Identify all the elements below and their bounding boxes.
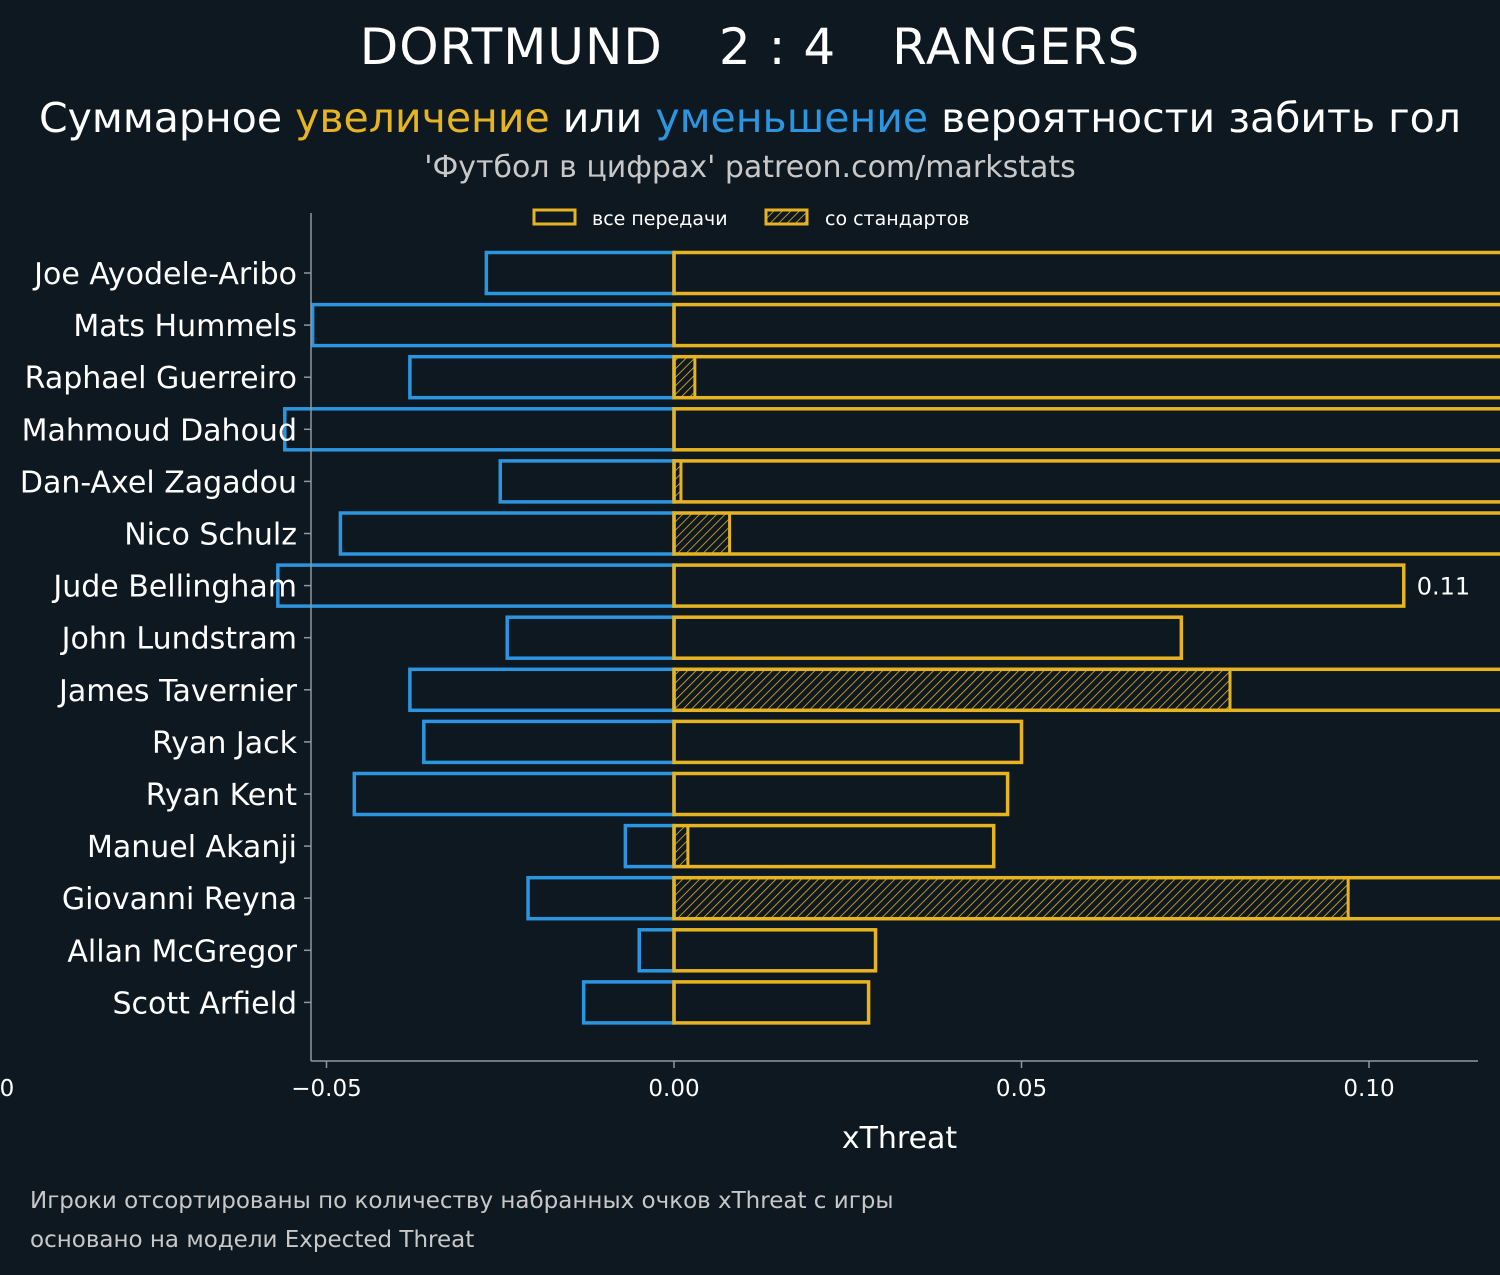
legend-all-passes-swatch — [532, 208, 577, 226]
y-tick-label: Ryan Jack — [152, 726, 298, 761]
chart-subtitle: Суммарное увеличение или уменьшение веро… — [0, 94, 1500, 142]
decrease-bar — [408, 354, 676, 400]
set-piece-bar — [672, 876, 1350, 921]
increase-bar — [672, 407, 1500, 452]
increase-bar — [672, 302, 1500, 348]
increase-bar — [672, 667, 1500, 713]
increase-bar — [672, 615, 1184, 660]
subtitle-part1: Суммарное — [39, 94, 296, 142]
chart-title: DORTMUND 2 : 4 RANGERS — [0, 18, 1500, 76]
decrease-bar — [498, 459, 676, 504]
y-tick-label: Scott Arfield — [112, 986, 297, 1021]
increase-bar — [672, 459, 1500, 504]
match-score: 2 : 4 — [718, 18, 837, 76]
subtitle-increase-word: увеличение — [295, 94, 550, 142]
subtitle-part2: или — [549, 94, 656, 142]
y-tick-label: Mats Hummels — [73, 309, 297, 344]
x-tick-label: 0.10 — [1343, 1076, 1394, 1102]
decrease-bar — [623, 823, 676, 869]
decrease-bar — [338, 511, 676, 556]
y-tick-label: Dan-Axel Zagadou — [20, 465, 297, 500]
y-tick-label: Manuel Akanji — [87, 830, 297, 865]
decrease-bar — [505, 615, 676, 660]
increase-bar — [672, 823, 996, 869]
y-tick-label: Nico Schulz — [124, 518, 297, 553]
legend-all-passes-label: все передачи — [592, 208, 728, 230]
y-tick-label: Allan McGregor — [67, 934, 297, 969]
away-team-name: RANGERS — [892, 18, 1141, 76]
increase-bar — [672, 563, 1406, 608]
set-piece-bar — [672, 355, 697, 400]
set-piece-bar — [672, 667, 1232, 712]
increase-bar — [672, 875, 1500, 921]
y-tick-label: Giovanni Reyna — [62, 882, 297, 917]
increase-bar — [672, 928, 878, 973]
increase-bar — [672, 719, 1024, 765]
decrease-bar — [484, 250, 676, 296]
y-tick-label: Raphael Guerreiro — [25, 361, 297, 396]
set-piece-bar — [672, 511, 732, 556]
footnote-sorting: Игроки отсортированы по количеству набра… — [30, 1188, 894, 1214]
decrease-bar — [310, 302, 676, 348]
increase-bar — [672, 250, 1500, 296]
increase-bar — [672, 354, 1500, 400]
decrease-bar — [526, 875, 676, 921]
x-tick-label: 0.05 — [996, 1076, 1047, 1102]
decrease-bar — [422, 719, 676, 765]
increase-bar — [672, 511, 1500, 556]
subtitle-part3: вероятности забить гол — [928, 94, 1461, 142]
y-tick-label: James Tavernier — [57, 674, 298, 709]
legend-set-pieces-label: со стандартов — [825, 208, 969, 230]
y-tick-label: Mahmoud Dahoud — [22, 413, 297, 448]
byline: 'Футбол в цифрах' patreon.com/markstats — [424, 150, 1076, 185]
home-team-name: DORTMUND — [359, 18, 663, 76]
y-tick-label: Jude Bellingham — [51, 570, 297, 605]
decrease-bar — [581, 980, 676, 1025]
set-piece-bar — [672, 824, 690, 869]
subtitle-decrease-word: уменьшение — [655, 94, 929, 142]
y-tick-label: Ryan Kent — [146, 778, 298, 813]
decrease-bar — [283, 407, 676, 452]
x-tick-label: −0.05 — [291, 1076, 361, 1102]
decrease-bar — [637, 928, 676, 973]
legend-set-pieces-swatch — [764, 208, 809, 226]
decrease-bar — [276, 563, 676, 608]
increase-bar — [672, 980, 871, 1025]
decrease-bar — [352, 771, 676, 817]
increase-bar — [672, 771, 1010, 817]
decrease-bar — [408, 667, 676, 713]
y-tick-label: Joe Ayodele-Aribo — [32, 257, 297, 292]
footnote-model: основано на модели Expected Threat — [30, 1227, 475, 1253]
value-label: 0.11 — [1417, 573, 1470, 601]
y-tick-label: John Lundstram — [60, 622, 297, 657]
x-tick-label: 0.00 — [648, 1076, 699, 1102]
x-axis-label: xThreat — [842, 1121, 958, 1156]
x-tick-label: −0.10 — [0, 1076, 14, 1102]
